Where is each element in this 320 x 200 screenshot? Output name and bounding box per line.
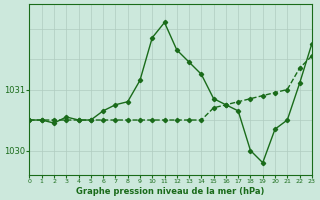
X-axis label: Graphe pression niveau de la mer (hPa): Graphe pression niveau de la mer (hPa) <box>76 187 265 196</box>
